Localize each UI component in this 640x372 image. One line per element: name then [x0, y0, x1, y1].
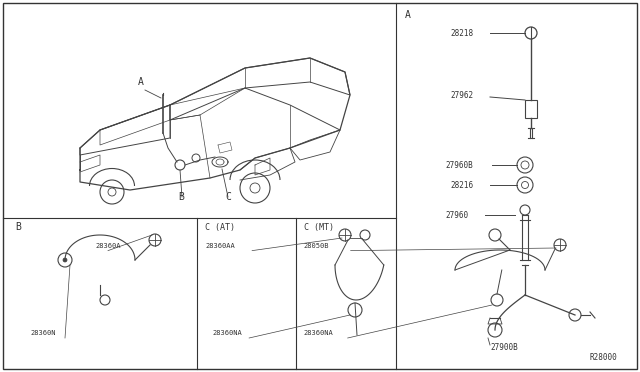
- Text: 27962: 27962: [450, 90, 473, 99]
- Text: 28360AA: 28360AA: [205, 243, 235, 248]
- Text: A: A: [138, 77, 144, 87]
- Text: B: B: [178, 192, 184, 202]
- Text: 27900B: 27900B: [490, 343, 518, 353]
- Text: 28360NA: 28360NA: [212, 330, 242, 336]
- Text: C (AT): C (AT): [205, 222, 235, 232]
- Text: A: A: [405, 10, 411, 20]
- Circle shape: [63, 258, 67, 262]
- Text: C (MT): C (MT): [303, 222, 333, 232]
- Text: 27960B: 27960B: [445, 160, 473, 170]
- Text: 28216: 28216: [450, 180, 473, 189]
- Text: 28360NA: 28360NA: [303, 330, 333, 336]
- Text: B: B: [15, 222, 21, 232]
- Text: 28218: 28218: [450, 29, 473, 38]
- Text: 28050B: 28050B: [303, 243, 329, 248]
- Text: 27960: 27960: [445, 211, 468, 219]
- Text: 28360N: 28360N: [30, 330, 56, 336]
- Text: C: C: [225, 192, 231, 202]
- Text: R28000: R28000: [590, 353, 618, 362]
- Text: 28360A: 28360A: [95, 243, 120, 248]
